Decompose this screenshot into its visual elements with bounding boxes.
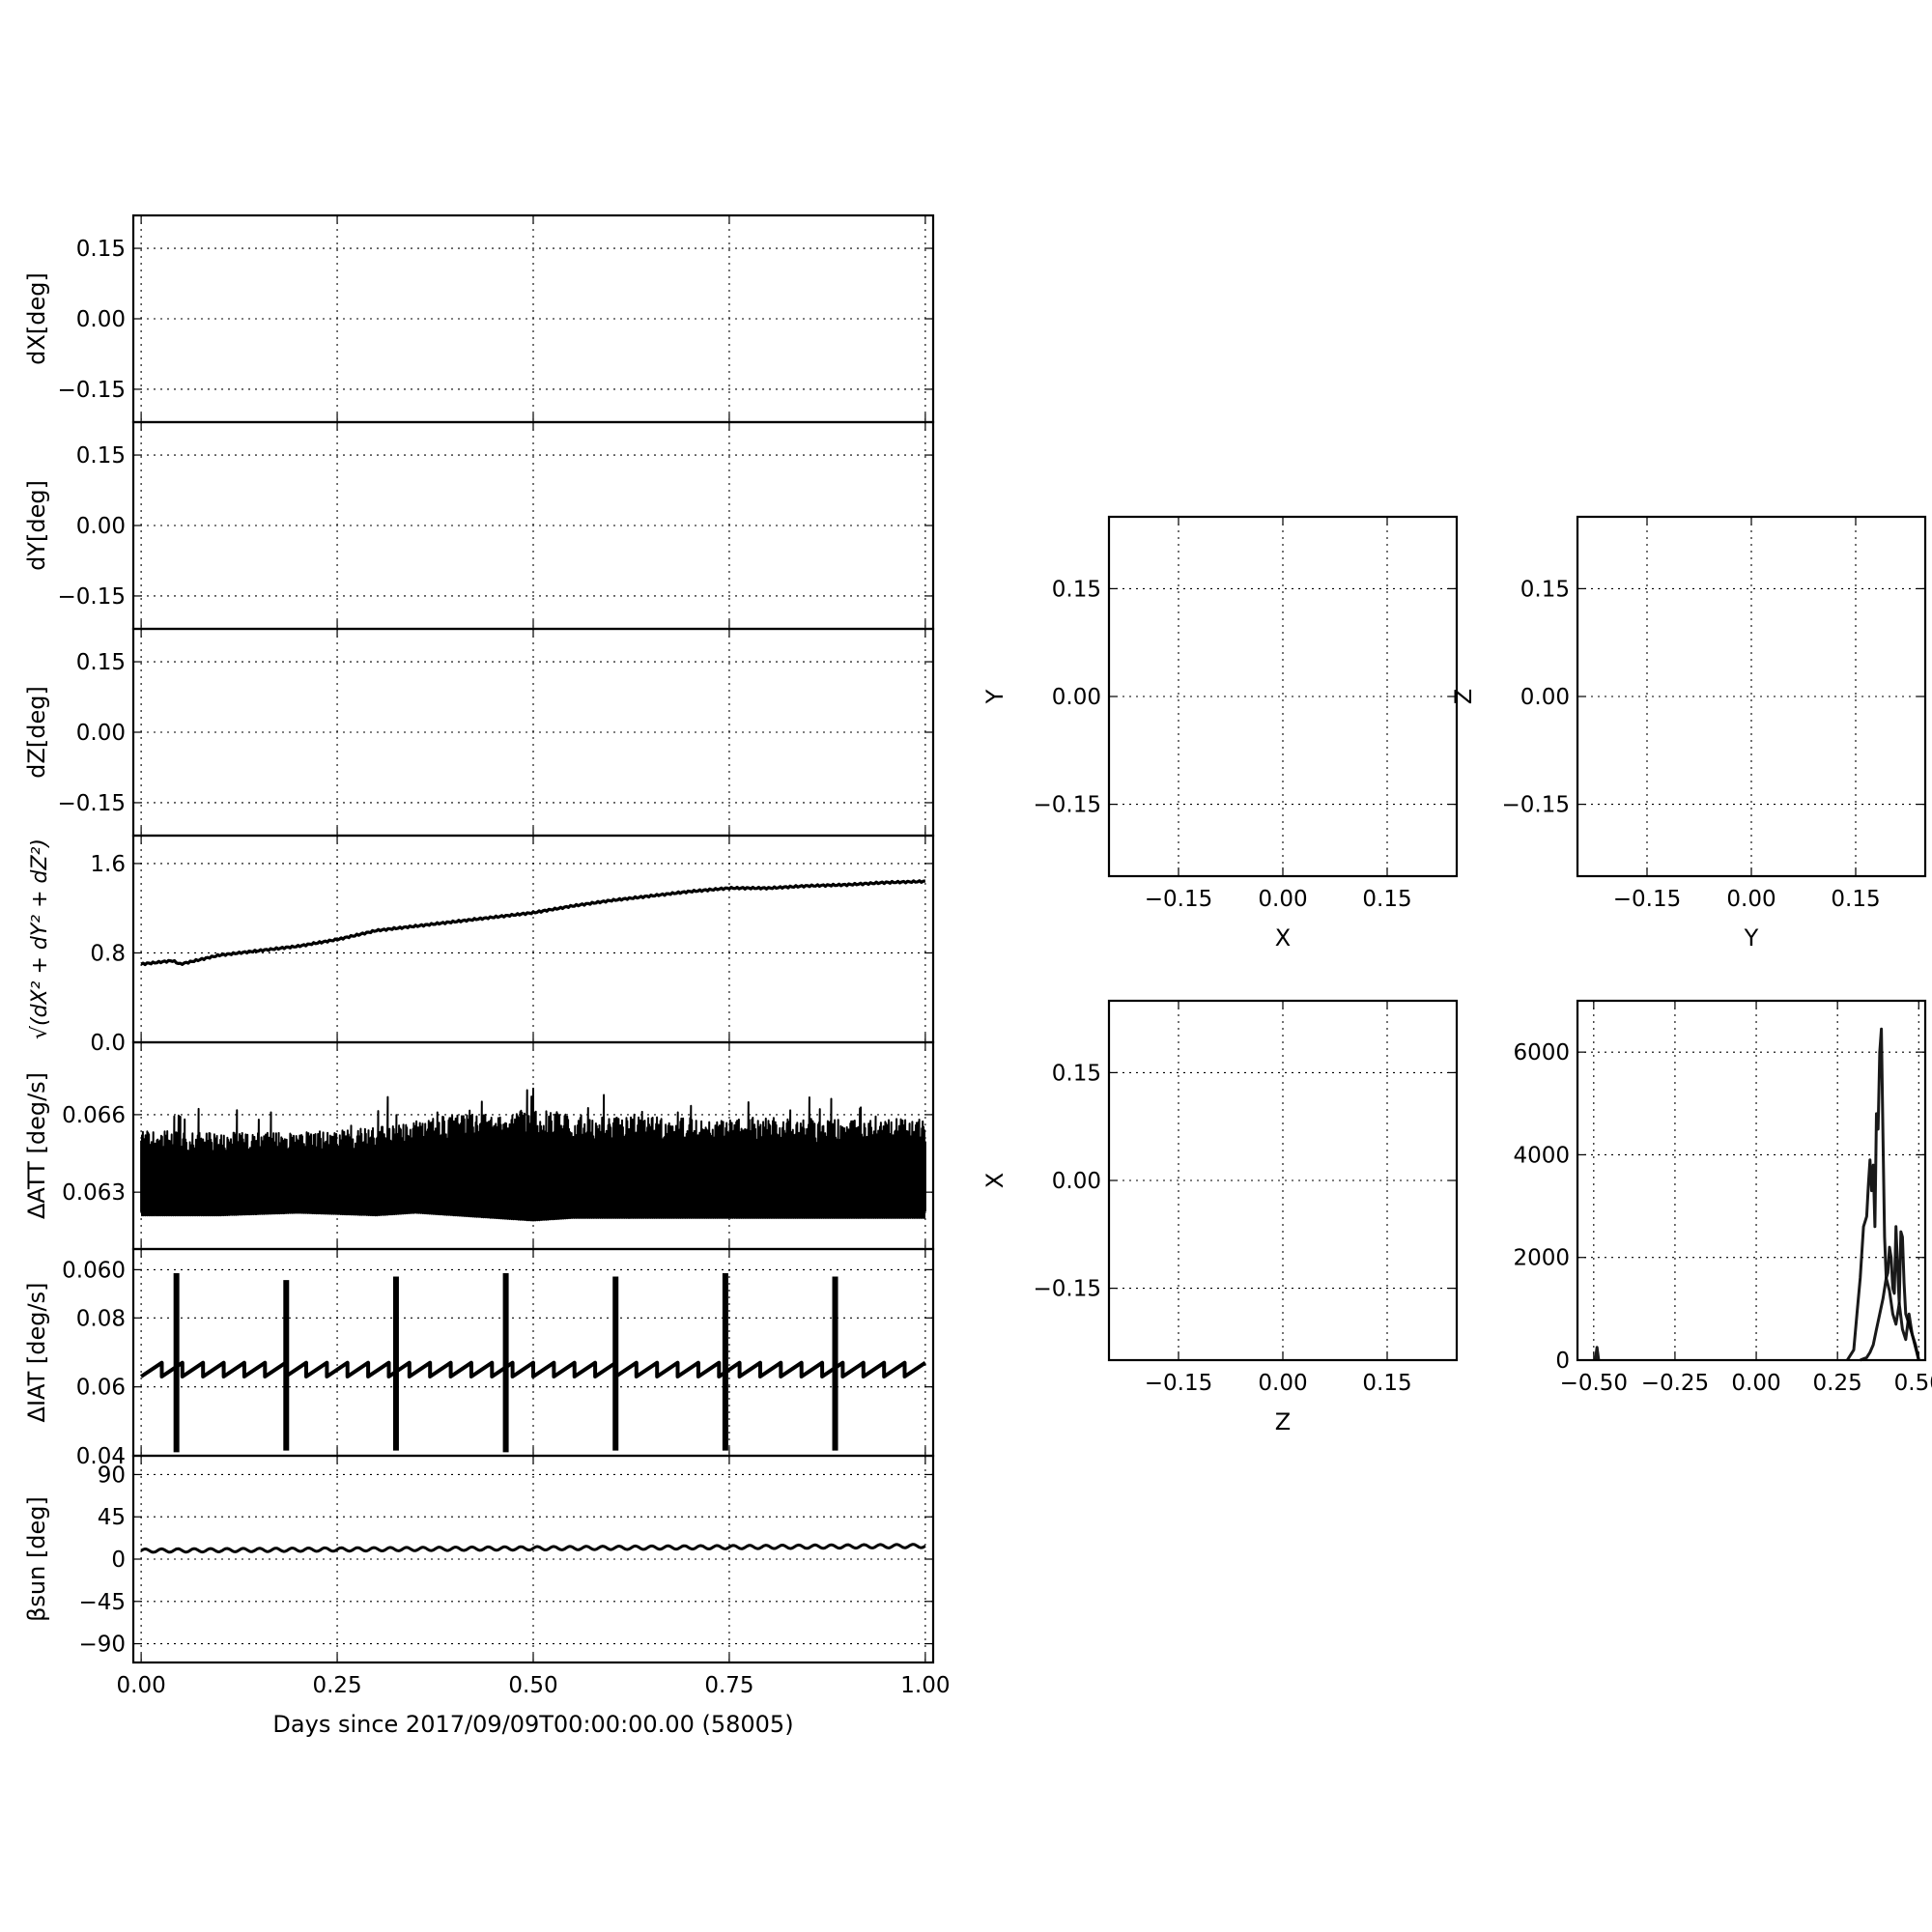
y-tick-label: 0.066 (62, 1103, 126, 1128)
y-tick-label: 45 (98, 1505, 126, 1530)
x-axis-label: Days since 2017/09/09T00:00:00.00 (58005… (272, 1711, 793, 1738)
y-tick-label: 0.8 (90, 941, 126, 966)
y-tick-label: 2000 (1513, 1246, 1570, 1271)
y-tick-label: 0.06 (76, 1376, 126, 1401)
y-tick-label: 0.0 (90, 1031, 126, 1056)
panel-xy: 0.15 0.00 −0.15 −0.15 0.00 0.15 Y X (981, 515, 1459, 952)
y-tick-label: −45 (78, 1590, 126, 1615)
y-axis-label: dZ[deg] (23, 686, 50, 779)
axes-frame-yz (1576, 515, 1927, 878)
x-axis-label: Y (1744, 924, 1759, 952)
x-tick-label: −0.15 (1145, 1371, 1212, 1396)
x-tick-label: 0.25 (312, 1673, 361, 1698)
y-tick-label: −0.15 (58, 584, 126, 610)
y-tick-label: 0.04 (76, 1444, 126, 1469)
y-tick-label: 0.00 (76, 307, 126, 332)
y-tick-label: 0.060 (62, 1258, 126, 1283)
y-tick-label: 6000 (1513, 1040, 1570, 1065)
y-axis-label: ΔATT [deg/s] (23, 1072, 50, 1219)
y-tick-label: 0.00 (1052, 1169, 1101, 1194)
y-tick-label: 0.00 (76, 514, 126, 539)
panel-dx: 0.15 0.00 −0.15 dX[deg] (23, 213, 935, 424)
series-diat-baseline (139, 1360, 927, 1378)
y-axis-label: X (981, 1173, 1009, 1188)
y-tick-label: 0.15 (76, 443, 126, 469)
y-tick-label: 90 (98, 1463, 126, 1488)
panel-yz: 0.15 0.00 −0.15 −0.15 0.00 0.15 Z Y (1450, 515, 1927, 952)
x-tick-label: 0.00 (117, 1673, 166, 1698)
hist-green (1860, 1276, 1920, 1362)
x-tick-label: −0.25 (1641, 1371, 1709, 1396)
axes-frame-zx (1107, 999, 1459, 1362)
axes-frame-beta (131, 1454, 935, 1664)
y-axis-label: dX[deg] (23, 272, 50, 365)
y-axis-label: Z (1450, 689, 1477, 704)
y-tick-label: 1.6 (90, 852, 126, 877)
y-tick-label: 0.063 (62, 1180, 126, 1206)
axes-frame-hist (1576, 999, 1927, 1362)
x-tick-label: 0.75 (704, 1673, 753, 1698)
y-tick-label: −0.15 (58, 378, 126, 403)
y-tick-label: 0.00 (1520, 685, 1570, 710)
x-tick-label: −0.15 (1613, 887, 1681, 912)
y-tick-label: 0.15 (1052, 1061, 1101, 1086)
x-tick-label: 0.50 (508, 1673, 557, 1698)
x-tick-label: 0.00 (1258, 887, 1307, 912)
panel-dr: 1.6 0.8 0.0 √(dX² + dY² + dZ²) (28, 834, 935, 1056)
x-tick-label: 0.00 (1731, 1371, 1780, 1396)
y-tick-label: 0.00 (76, 721, 126, 746)
hist-blue (1846, 1027, 1920, 1361)
y-axis-label: βsun [deg] (23, 1496, 50, 1622)
y-tick-label: 0.08 (76, 1306, 126, 1331)
y-tick-label: −0.15 (58, 791, 126, 816)
x-tick-label: −0.50 (1560, 1371, 1628, 1396)
y-tick-label: 0.15 (1052, 577, 1101, 602)
y-tick-label: 0.15 (76, 650, 126, 675)
panel-zx: 0.15 0.00 −0.15 −0.15 0.00 0.15 X Z (981, 999, 1459, 1435)
panels-layer: 0.150.00−0.15dX[deg]0.150.00−0.15dY[deg]… (23, 213, 1932, 1738)
y-tick-label: 0.00 (1052, 685, 1101, 710)
y-tick-label: −0.15 (1502, 793, 1570, 818)
panel-dz: 0.15 0.00 −0.15 dZ[deg] (23, 627, 935, 838)
series-dr (140, 879, 926, 967)
x-tick-label: 0.15 (1362, 1371, 1411, 1396)
hist-red (1594, 1346, 1601, 1361)
y-axis-label: √(dX² + dY² + dZ²) (28, 838, 52, 1039)
x-tick-label: 0.15 (1831, 887, 1880, 912)
panel-hist: 6000 4000 2000 0−0.50 −0.25 0.00 0.25 0.50 (1513, 999, 1932, 1396)
y-tick-label: 4000 (1513, 1143, 1570, 1168)
x-tick-label: 0.50 (1894, 1371, 1932, 1396)
panel-dy: 0.15 0.00 −0.15 dY[deg] (23, 420, 935, 631)
x-tick-label: 0.00 (1726, 887, 1776, 912)
x-axis-label: X (1275, 924, 1291, 952)
y-tick-label: 0.15 (1520, 577, 1570, 602)
x-tick-label: 1.00 (900, 1673, 950, 1698)
series-datt (140, 1087, 926, 1222)
x-axis-label: Z (1275, 1408, 1291, 1435)
y-tick-label: 0 (1555, 1349, 1570, 1374)
y-axis-label: dY[deg] (23, 480, 50, 571)
x-tick-label: 0.25 (1813, 1371, 1862, 1396)
panel-beta: 90 45 0 −45 −90 0.00 0.25 0.50 0.75 1.00 βsun [deg… (23, 1454, 950, 1738)
x-tick-label: 0.00 (1258, 1371, 1307, 1396)
x-tick-label: 0.15 (1362, 887, 1411, 912)
y-axis-label: ΔIAT [deg/s] (23, 1283, 50, 1423)
panel-datt: 0.066 0.063 0.060 ΔATT [deg/s] (23, 1040, 935, 1283)
x-tick-label: −0.15 (1145, 887, 1212, 912)
y-tick-label: −90 (78, 1633, 126, 1658)
y-tick-label: −0.15 (1034, 793, 1101, 818)
y-axis-label: Y (981, 689, 1009, 704)
series-beta (140, 1543, 926, 1554)
y-tick-label: −0.15 (1034, 1277, 1101, 1302)
y-tick-label: 0.15 (76, 237, 126, 262)
panel-diat: 0.08 0.06 0.04 ΔIAT [deg/s] (23, 1247, 935, 1469)
y-tick-label: 0 (111, 1548, 126, 1573)
axes-frame-xy (1107, 515, 1459, 878)
